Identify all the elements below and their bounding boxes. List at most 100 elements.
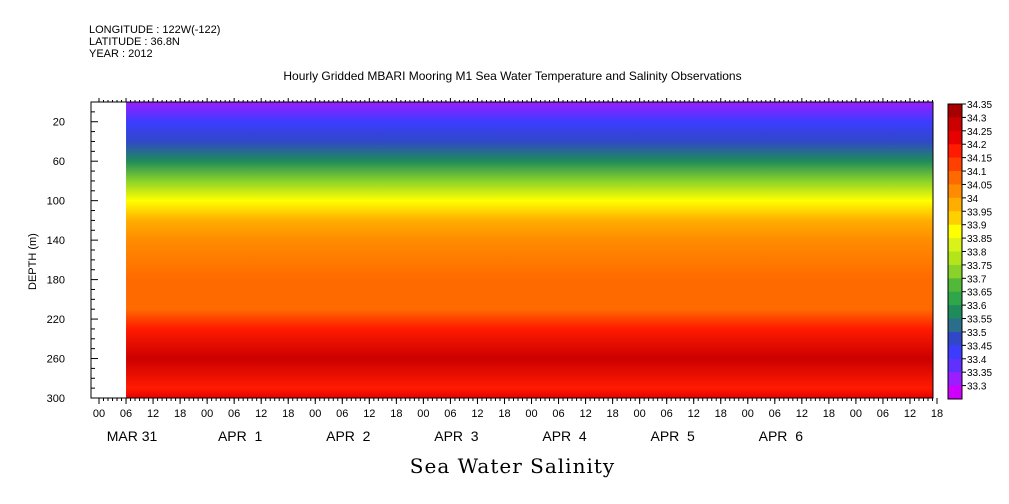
x-tick-label: 06 xyxy=(877,408,889,420)
year-label: YEAR : 2012 xyxy=(89,48,153,60)
x-day-label: MAR 31 xyxy=(107,428,158,444)
x-tick-label: 18 xyxy=(931,408,943,420)
colorbar-swatch xyxy=(948,372,962,387)
x-tick-label: 12 xyxy=(904,408,916,420)
colorbar-swatch xyxy=(948,104,962,118)
colorbar-swatch xyxy=(948,211,962,226)
variable-title: Sea Water Salinity xyxy=(409,454,616,478)
colorbar-label: 34.15 xyxy=(967,154,992,165)
colorbar-swatch xyxy=(948,224,962,239)
y-axis: 20 60 100 140 180 220 260 300 xyxy=(47,98,933,405)
y-tick-label: 140 xyxy=(47,235,65,247)
colorbar-swatch xyxy=(948,197,962,212)
colorbar-label: 34.35 xyxy=(967,100,992,111)
x-tick-label: 12 xyxy=(579,408,591,420)
x-tick-label: 06 xyxy=(336,408,348,420)
colorbar-label: 34.05 xyxy=(967,180,992,191)
colorbar-swatch xyxy=(948,345,962,360)
colorbar-swatch xyxy=(948,238,962,252)
latitude-label: LATITUDE : 36.8N xyxy=(89,36,180,48)
x-tick-label: 00 xyxy=(309,408,321,420)
x-tick-label: 00 xyxy=(742,408,754,420)
colorbar-label: 33.85 xyxy=(967,234,992,245)
x-tick-label: 12 xyxy=(363,408,375,420)
x-tick-label: 18 xyxy=(823,408,835,420)
colorbar-label: 34.2 xyxy=(967,140,987,151)
x-tick-label: 12 xyxy=(471,408,483,420)
y-tick-label: 300 xyxy=(47,393,65,405)
no-data-region xyxy=(91,102,127,398)
colorbar-swatch xyxy=(948,144,962,159)
colorbar-label: 34.3 xyxy=(967,113,987,124)
colorbar-label: 34.25 xyxy=(967,127,992,138)
colorbar-label: 33.3 xyxy=(967,382,987,393)
colorbar-swatch xyxy=(948,130,962,145)
colorbar-swatch xyxy=(948,318,962,333)
colorbar-label: 33.4 xyxy=(967,355,987,366)
x-tick-label: 00 xyxy=(634,408,646,420)
x-day-label: APR 3 xyxy=(434,428,479,444)
chart-title: Hourly Gridded MBARI Mooring M1 Sea Wate… xyxy=(283,69,742,83)
x-tick-label: 06 xyxy=(444,408,456,420)
colorbar-swatch xyxy=(948,331,962,346)
colorbar-swatch xyxy=(948,264,962,279)
colorbar-label: 33.9 xyxy=(967,221,987,232)
longitude-label: LONGITUDE : 122W(-122) xyxy=(89,24,221,36)
salinity-field xyxy=(126,102,934,398)
x-tick-label: 06 xyxy=(661,408,673,420)
colorbar-label: 33.8 xyxy=(967,248,987,259)
colorbar-label: 33.55 xyxy=(967,315,992,326)
colorbar-swatch xyxy=(948,305,962,320)
colorbar-legend: 34.35 34.3 34.25 34.2 34.15 34.1 34.05 34 33.95 3… xyxy=(947,100,992,400)
y-tick-label: 260 xyxy=(47,354,65,366)
colorbar-swatch xyxy=(948,117,962,132)
y-tick-label: 220 xyxy=(47,314,65,326)
colorbar-label: 34 xyxy=(967,194,979,205)
colorbar-label: 34.1 xyxy=(967,167,987,178)
y-tick-label: 60 xyxy=(53,156,65,168)
colorbar-swatch xyxy=(948,291,962,306)
colorbar-swatch xyxy=(948,157,962,172)
x-tick-label: 18 xyxy=(174,408,186,420)
x-tick-label: 12 xyxy=(688,408,700,420)
colorbar-swatch xyxy=(948,358,962,373)
x-tick-label: 18 xyxy=(715,408,727,420)
x-day-label: APR 5 xyxy=(650,428,695,444)
colorbar-swatch xyxy=(948,184,962,199)
x-tick-label: 12 xyxy=(147,408,159,420)
colorbar-label: 33.5 xyxy=(967,328,987,339)
plot-area xyxy=(90,101,934,399)
x-tick-label: 00 xyxy=(93,408,105,420)
x-axis: 00 06 12 18 00 06 12 18 00 06 12 18 00 06 12 18 00 06 12 18… xyxy=(93,398,943,444)
y-tick-label: 100 xyxy=(47,196,65,208)
x-tick-label: 00 xyxy=(201,408,213,420)
x-tick-label: 06 xyxy=(228,408,240,420)
x-tick-label: 18 xyxy=(390,408,402,420)
x-day-label: APR 1 xyxy=(218,428,263,444)
colorbar-label: 33.35 xyxy=(967,368,992,379)
x-tick-label: 00 xyxy=(417,408,429,420)
colorbar-label: 33.45 xyxy=(967,341,992,352)
colorbar-label: 33.65 xyxy=(967,288,992,299)
x-tick-label: 06 xyxy=(120,408,132,420)
colorbar-label: 33.75 xyxy=(967,261,992,272)
x-tick-label: 06 xyxy=(552,408,564,420)
x-day-label: APR 2 xyxy=(326,428,371,444)
x-tick-label: 18 xyxy=(606,408,618,420)
y-tick-label: 180 xyxy=(47,275,65,287)
colorbar-label: 33.7 xyxy=(967,274,987,285)
x-tick-label: 12 xyxy=(255,408,267,420)
x-tick-label: 00 xyxy=(850,408,862,420)
x-tick-label: 18 xyxy=(282,408,294,420)
colorbar-swatch xyxy=(948,385,962,400)
x-day-label: APR 4 xyxy=(542,428,587,444)
colorbar-label: 33.95 xyxy=(967,207,992,218)
colorbar-swatch xyxy=(948,278,962,293)
y-tick-label: 20 xyxy=(53,117,65,129)
x-tick-label: 12 xyxy=(796,408,808,420)
x-tick-label: 06 xyxy=(769,408,781,420)
x-tick-label: 18 xyxy=(498,408,510,420)
colorbar-swatch xyxy=(948,251,962,266)
x-day-label: APR 6 xyxy=(759,428,804,444)
